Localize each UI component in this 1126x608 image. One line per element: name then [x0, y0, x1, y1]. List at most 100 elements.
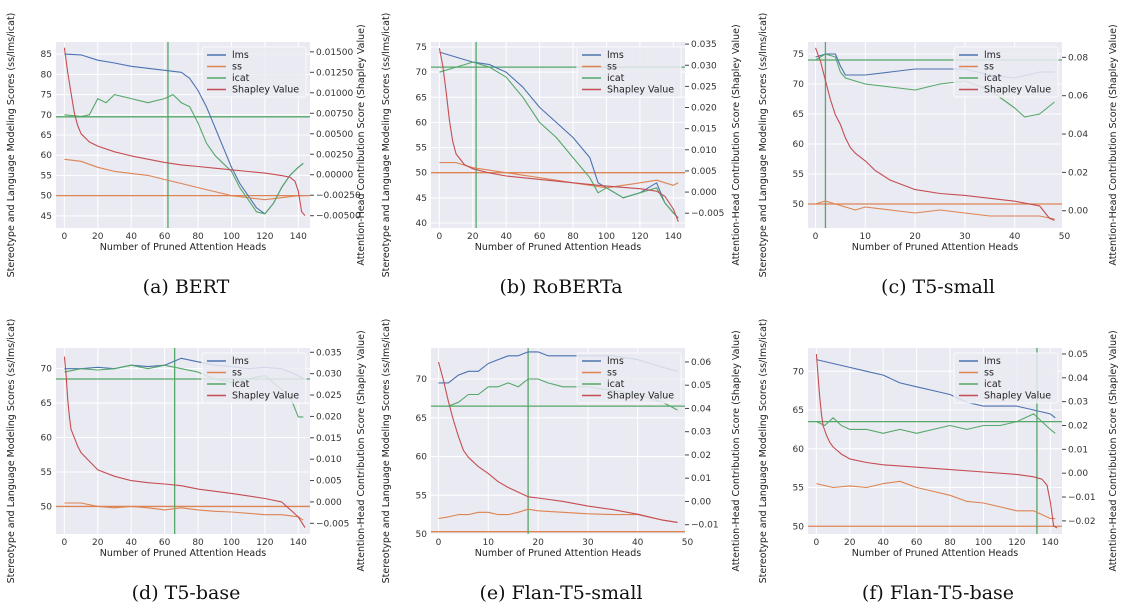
y2-tick-label: 0.01 [691, 474, 711, 484]
x-tick-label: 0 [436, 538, 442, 548]
chart-svg-t5-small: 0 10 20 30 40 50 50 55 60 65 70 75 0.00 0.02 0.04 0.06 0… [758, 13, 1119, 278]
y-tick-label: 60 [793, 445, 805, 455]
x-tick-label: 40 [500, 232, 512, 242]
x-tick-label: 40 [125, 538, 137, 548]
panel-flan-t5-small: 0 10 20 30 40 50 50 55 60 65 70 −0.01 0.00 0.01 0.02 0.… [375, 306, 747, 606]
series-line-shapley-value [437, 361, 678, 523]
caption-flan-t5-base: (f) Flan-T5-base [861, 582, 1015, 604]
y2-tick-label: 0.00250 [316, 150, 353, 160]
x-tick-label: 80 [567, 232, 579, 242]
x-tick-label: 120 [1008, 538, 1025, 548]
series-line-ss [438, 508, 678, 523]
y2-tick-label: 0.04 [1068, 130, 1088, 140]
y2-tick-label: 0.01500 [316, 48, 353, 58]
series-line-shapley-value [438, 48, 679, 222]
y2-axis-label: Attention-Head Contribution Score (Shapl… [356, 330, 367, 571]
y-tick-label: 80 [41, 70, 53, 80]
y-tick-label: 60 [41, 151, 53, 161]
legend-box [953, 46, 1059, 98]
y2-tick-label: 0.05 [691, 381, 711, 391]
legend-label: icat [984, 379, 1002, 390]
x-tick-label: 40 [125, 232, 137, 242]
caption-t5-base: (d) T5-base [131, 582, 241, 604]
legend-label: lms [232, 50, 249, 61]
y-tick-label: 65 [793, 406, 804, 416]
y2-tick-label: −0.00250 [316, 191, 361, 201]
legend-label: ss [984, 368, 994, 379]
series-line-icat [815, 53, 1055, 118]
y-tick-label: 65 [41, 399, 52, 409]
y2-tick-label: 0.00500 [316, 130, 353, 140]
x-tick-label: 10 [483, 538, 495, 548]
y-tick-label: 65 [41, 131, 52, 141]
y-axis-label: Stereotype and Language Modeling Scores … [6, 319, 17, 584]
y-tick-label: 45 [41, 212, 52, 222]
y-tick-label: 55 [793, 484, 804, 494]
legend-label: ss [232, 62, 242, 73]
y2-tick-label: 0.015 [316, 434, 342, 444]
legend-label: icat [232, 73, 250, 84]
y2-axis-label: Attention-Head Contribution Score (Shapl… [1108, 330, 1119, 571]
x-tick-label: 140 [1042, 538, 1059, 548]
y2-tick-label: 0.005 [316, 477, 342, 487]
series-line-ss [64, 158, 304, 201]
legend-label: lms [232, 356, 249, 367]
y-tick-label: 60 [416, 453, 428, 463]
y-tick-label: 70 [793, 367, 805, 377]
y-axis-label: Stereotype and Language Modeling Scores … [758, 13, 769, 278]
x-tick-label: 60 [534, 232, 546, 242]
y2-tick-label: 0.035 [316, 348, 342, 358]
legend-label: ss [607, 368, 617, 379]
x-tick-label: 0 [61, 232, 67, 242]
legend-box [201, 46, 307, 98]
legend-box [953, 352, 1059, 404]
x-axis-label: Number of Pruned Attention Heads [100, 548, 266, 559]
x-tick-label: 140 [665, 232, 682, 242]
legend-label: icat [232, 379, 250, 390]
y2-tick-label: 0.030 [316, 370, 342, 380]
x-tick-label: 40 [632, 538, 644, 548]
x-tick-label: 20 [909, 232, 921, 242]
legend-label: icat [607, 73, 625, 84]
y-tick-label: 50 [416, 530, 428, 540]
series-line-ss [64, 502, 304, 521]
y2-tick-label: −0.02 [1068, 517, 1096, 527]
y-tick-label: 70 [793, 80, 805, 90]
y2-tick-label: 0.03 [1068, 398, 1088, 408]
y2-tick-label: 0.035 [691, 40, 717, 50]
legend-label: lms [607, 50, 624, 61]
legend-box [576, 46, 682, 98]
y2-tick-label: 0.03 [691, 428, 711, 438]
y-tick-label: 55 [793, 170, 804, 180]
legend-label: Shapley Value [607, 85, 674, 96]
x-axis-label: Number of Pruned Attention Heads [475, 242, 641, 253]
y-tick-label: 70 [416, 68, 428, 78]
x-axis-label: Number of Pruned Attention Heads [100, 242, 266, 253]
series-line-shapley-value [63, 47, 306, 217]
x-tick-label: 40 [1009, 232, 1021, 242]
y-tick-label: 50 [793, 522, 805, 532]
y2-tick-label: 0.010 [316, 455, 342, 465]
y2-tick-label: 0.06 [1068, 92, 1088, 102]
legend-label: Shapley Value [607, 391, 674, 402]
y-tick-label: 60 [41, 434, 53, 444]
y2-tick-label: 0.00 [691, 497, 711, 507]
legend-box [576, 352, 682, 404]
y-axis-label: Stereotype and Language Modeling Scores … [758, 319, 769, 584]
y2-tick-label: 0.00 [1068, 207, 1088, 217]
x-tick-label: 120 [256, 232, 273, 242]
y-tick-label: 85 [41, 50, 52, 60]
y2-tick-label: 0.00000 [316, 171, 353, 181]
y-tick-label: 45 [416, 194, 427, 204]
x-tick-label: 100 [223, 538, 240, 548]
y2-tick-label: 0.01250 [316, 68, 353, 78]
panel-t5-small: 0 10 20 30 40 50 50 55 60 65 70 75 0.00 0.02 0.04 0.06 0… [752, 0, 1124, 300]
y2-tick-label: 0.04 [1068, 374, 1088, 384]
legend-label: Shapley Value [984, 391, 1051, 402]
y-axis-label: Stereotype and Language Modeling Scores … [381, 319, 392, 584]
panel-t5-base: 0 20 40 60 80 100 120 140 50 55 60 65 70 −0.005 0.000 0… [0, 306, 372, 606]
y2-tick-label: 0.01 [1068, 445, 1088, 455]
x-tick-label: 80 [944, 538, 956, 548]
y2-tick-label: 0.06 [691, 358, 711, 368]
x-tick-label: 80 [192, 232, 204, 242]
